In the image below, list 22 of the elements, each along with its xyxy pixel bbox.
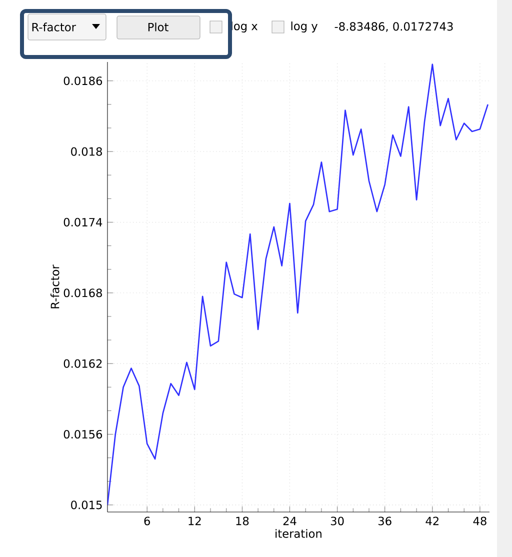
y-tick-label: 0.015 [71,500,102,510]
y-tick-label: 0.0186 [64,76,102,86]
y-tick-label: 0.0162 [64,359,102,368]
text: Plot [148,22,168,32]
y-tick-label: 0.0168 [64,288,102,298]
y-axis-title: R-factor [50,264,60,308]
text: R-factor [32,22,76,32]
y-tick-label: 0.0174 [64,218,102,227]
x-tick-label: 36 [378,516,392,526]
x-axis-title: iteration [276,529,322,538]
y-tick-label: 0.018 [71,147,102,156]
x-tick-label: 42 [426,516,438,526]
x-tick-label: 18 [236,516,249,526]
x-tick-label: 24 [283,516,296,526]
text: log y [291,22,318,32]
line-series [107,64,489,506]
x-tick-label: 12 [188,516,201,526]
x-tick-label: 30 [330,516,344,526]
text: -8.83486, 0.0172743 [334,22,453,32]
x-tick-label: 6 [144,516,150,526]
x-tick-label: 48 [473,516,486,526]
y-tick-label: 0.0156 [64,430,102,439]
